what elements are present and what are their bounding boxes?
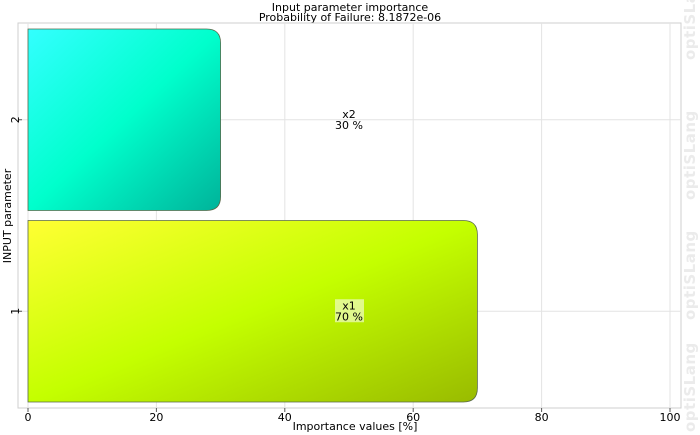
data-label-value: 30 % bbox=[335, 119, 363, 132]
x-tick-label: 40 bbox=[278, 411, 292, 424]
chart-subtitle: Probability of Failure: 8.1872e-06 bbox=[258, 11, 442, 24]
bar-x1 bbox=[27, 220, 478, 403]
y-tick-label: 2 bbox=[9, 116, 22, 123]
y-tick-label: 1 bbox=[9, 308, 22, 315]
watermark-text: optiSLang bbox=[681, 230, 699, 320]
watermark-text: optiSLang bbox=[681, 0, 699, 60]
watermark: optiSLang optiSLang optiSLang optiSLang bbox=[681, 0, 700, 435]
watermark-text: optiSLang bbox=[681, 342, 699, 432]
chart-title: Input parameter importance bbox=[271, 1, 429, 14]
x-axis-label: Importance values [%] bbox=[293, 420, 418, 433]
x-tick-label: 100 bbox=[660, 411, 681, 424]
data-label-name: x2 bbox=[342, 108, 356, 121]
data-label-value: 70 % bbox=[335, 310, 363, 323]
watermark-text: optiSLang bbox=[681, 110, 699, 200]
x-tick-label: 60 bbox=[406, 411, 420, 424]
x-tick-label: 80 bbox=[535, 411, 549, 424]
x-axis-ticks: 0 20 40 60 80 100 bbox=[25, 408, 681, 424]
y-axis-label: INPUT parameter bbox=[1, 168, 14, 263]
y-axis-ticks: 12 bbox=[9, 116, 22, 315]
x-tick-label: 0 bbox=[25, 411, 32, 424]
data-label-bg bbox=[335, 299, 364, 323]
data-label-name: x1 bbox=[342, 299, 356, 312]
x-tick-label: 20 bbox=[149, 411, 163, 424]
bar-x2 bbox=[27, 28, 221, 211]
